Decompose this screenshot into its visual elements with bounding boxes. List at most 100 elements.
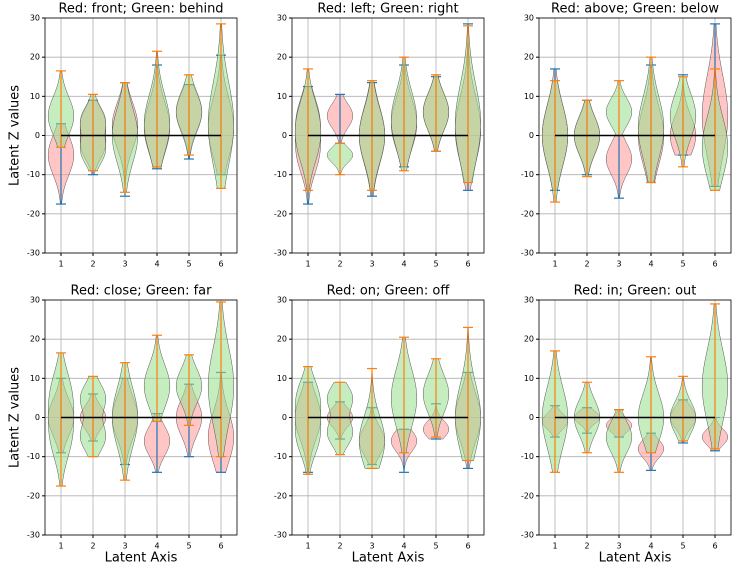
axes-frame (291, 17, 485, 254)
y-tick-label: -20 (27, 491, 40, 500)
y-tick-label: -20 (521, 209, 534, 218)
x-tick-label: 3 (369, 260, 374, 269)
axes-frame (538, 17, 732, 254)
x-tick-label: 5 (433, 542, 438, 551)
y-tick-label: 0 (282, 413, 287, 422)
x-tick-label: 6 (465, 542, 470, 551)
chart-title: Red: on; Green: off (327, 284, 451, 299)
x-tick-label: 4 (401, 542, 406, 551)
x-tick-label: 6 (712, 260, 717, 269)
y-tick-label: 30 (277, 296, 287, 305)
x-tick-label: 5 (680, 542, 685, 551)
x-axis-label: Latent Axis (105, 551, 178, 565)
chart-title: Red: close; Green: far (71, 284, 213, 299)
axes-frame (291, 299, 485, 536)
y-tick-label: -30 (27, 531, 40, 540)
y-tick-label: 0 (529, 413, 534, 422)
y-tick-label: -30 (274, 249, 287, 258)
y-tick-label: 10 (30, 92, 40, 101)
y-axis-label: Latent Z values (8, 85, 23, 186)
panel: -30 -20 -10 0 10 20 30 1 2 3 4 5 6 Red: close; Green:… (8, 284, 238, 565)
panel: -30 -20 -10 0 10 20 30 1 2 3 4 5 6 Red: above; Green:… (521, 2, 732, 269)
x-tick-label: 1 (58, 542, 63, 551)
y-tick-label: -10 (27, 170, 40, 179)
x-tick-label: 4 (154, 260, 159, 269)
x-tick-label: 1 (552, 260, 557, 269)
y-tick-label: 10 (30, 374, 40, 383)
x-tick-label: 6 (712, 542, 717, 551)
y-tick-label: -10 (521, 452, 534, 461)
y-axis-label: Latent Z values (8, 367, 23, 468)
x-tick-label: 4 (648, 260, 653, 269)
y-tick-label: 10 (524, 374, 534, 383)
x-tick-label: 2 (90, 542, 95, 551)
x-tick-label: 1 (305, 260, 310, 269)
y-tick-label: -30 (27, 249, 40, 258)
y-tick-label: -20 (274, 209, 287, 218)
y-tick-label: -30 (521, 531, 534, 540)
x-tick-label: 1 (552, 542, 557, 551)
y-tick-label: 30 (30, 14, 40, 23)
x-tick-label: 2 (584, 260, 589, 269)
y-tick-label: 20 (277, 335, 287, 344)
x-tick-label: 1 (58, 260, 63, 269)
chart-title: Red: above; Green: below (551, 2, 719, 17)
x-axis-label: Latent Axis (599, 551, 672, 565)
x-tick-label: 3 (616, 542, 621, 551)
panel: -30 -20 -10 0 10 20 30 1 2 3 4 5 6 Red: left; Green: … (274, 2, 485, 269)
x-tick-label: 3 (616, 260, 621, 269)
x-tick-label: 6 (465, 260, 470, 269)
y-tick-label: -30 (274, 531, 287, 540)
x-tick-label: 4 (154, 542, 159, 551)
y-tick-label: 20 (524, 335, 534, 344)
y-tick-label: 30 (277, 14, 287, 23)
axes-frame (44, 17, 238, 254)
x-tick-label: 5 (186, 542, 191, 551)
y-tick-label: -20 (274, 491, 287, 500)
chart-title: Red: in; Green: out (574, 284, 697, 299)
y-tick-label: -10 (27, 452, 40, 461)
y-tick-label: 0 (529, 131, 534, 140)
x-axis-label: Latent Axis (352, 551, 425, 565)
y-tick-label: 10 (277, 374, 287, 383)
y-tick-label: -20 (521, 491, 534, 500)
x-tick-label: 3 (122, 542, 127, 551)
panel: -30 -20 -10 0 10 20 30 1 2 3 4 5 6 Red: front; Green:… (8, 2, 238, 269)
x-tick-label: 3 (122, 260, 127, 269)
y-tick-label: -30 (521, 249, 534, 258)
y-tick-label: 30 (524, 14, 534, 23)
axes-frame (44, 299, 238, 536)
y-tick-label: -10 (274, 170, 287, 179)
y-tick-label: 20 (524, 53, 534, 62)
x-tick-label: 5 (433, 260, 438, 269)
y-tick-label: 0 (35, 131, 40, 140)
y-tick-label: -20 (27, 209, 40, 218)
y-tick-label: 10 (524, 92, 534, 101)
y-tick-label: 30 (524, 296, 534, 305)
y-tick-label: 10 (277, 92, 287, 101)
y-tick-label: 30 (30, 296, 40, 305)
y-tick-label: -10 (274, 452, 287, 461)
y-tick-label: 20 (30, 53, 40, 62)
chart-title: Red: front; Green: behind (58, 2, 223, 17)
y-tick-label: -10 (521, 170, 534, 179)
y-tick-label: 0 (282, 131, 287, 140)
x-tick-label: 5 (186, 260, 191, 269)
y-tick-label: 20 (277, 53, 287, 62)
panel: -30 -20 -10 0 10 20 30 1 2 3 4 5 6 Red: in; Green: ou… (521, 284, 732, 565)
x-tick-label: 3 (369, 542, 374, 551)
x-tick-label: 5 (680, 260, 685, 269)
y-tick-label: 0 (35, 413, 40, 422)
x-tick-label: 2 (337, 260, 342, 269)
x-tick-label: 2 (90, 260, 95, 269)
x-tick-label: 4 (648, 542, 653, 551)
x-tick-label: 6 (218, 260, 223, 269)
x-tick-label: 4 (401, 260, 406, 269)
x-tick-label: 2 (584, 542, 589, 551)
x-tick-label: 1 (305, 542, 310, 551)
chart-title: Red: left; Green: right (317, 2, 458, 17)
panel: -30 -20 -10 0 10 20 30 1 2 3 4 5 6 Red: on; Green: of… (274, 284, 485, 565)
x-tick-label: 6 (218, 542, 223, 551)
axes-frame (538, 299, 732, 536)
